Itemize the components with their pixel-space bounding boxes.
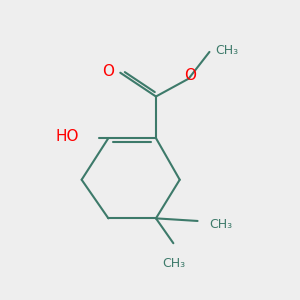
Text: O: O <box>184 68 196 83</box>
Text: CH₃: CH₃ <box>209 218 232 231</box>
Text: O: O <box>102 64 114 79</box>
Text: CH₃: CH₃ <box>162 257 185 270</box>
Text: HO: HO <box>55 129 79 144</box>
Text: CH₃: CH₃ <box>215 44 238 57</box>
